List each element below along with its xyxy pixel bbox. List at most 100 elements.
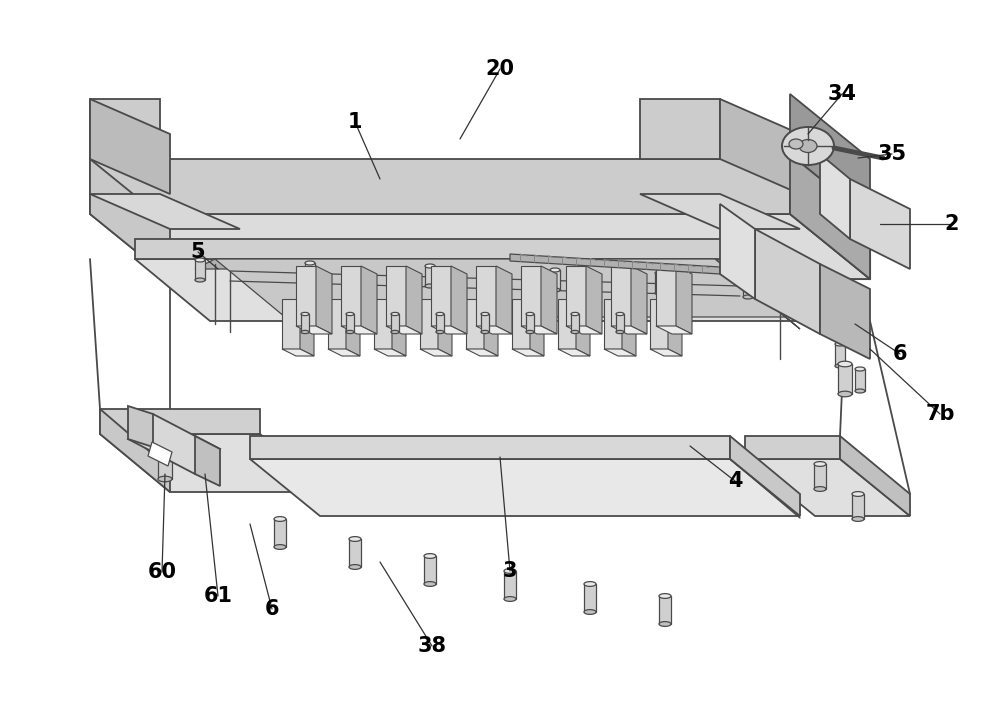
- Polygon shape: [526, 314, 534, 332]
- Text: 60: 60: [148, 562, 177, 582]
- Polygon shape: [558, 349, 590, 356]
- Ellipse shape: [436, 313, 444, 316]
- Polygon shape: [90, 194, 240, 229]
- Ellipse shape: [349, 537, 361, 541]
- Ellipse shape: [655, 291, 665, 295]
- Polygon shape: [604, 349, 636, 356]
- Polygon shape: [484, 299, 498, 356]
- Ellipse shape: [743, 275, 753, 279]
- Polygon shape: [170, 224, 870, 279]
- Text: 61: 61: [204, 586, 233, 606]
- Polygon shape: [100, 409, 170, 492]
- Ellipse shape: [391, 313, 399, 316]
- Polygon shape: [391, 314, 399, 332]
- Polygon shape: [745, 459, 910, 516]
- Ellipse shape: [584, 610, 596, 615]
- Polygon shape: [631, 266, 647, 334]
- Text: 1: 1: [348, 112, 362, 132]
- Polygon shape: [855, 369, 865, 391]
- Ellipse shape: [425, 264, 435, 268]
- Polygon shape: [374, 299, 392, 349]
- Polygon shape: [466, 299, 484, 349]
- Polygon shape: [215, 259, 785, 317]
- Ellipse shape: [571, 313, 579, 316]
- Ellipse shape: [782, 127, 834, 165]
- Polygon shape: [730, 436, 800, 516]
- Polygon shape: [720, 99, 800, 194]
- Ellipse shape: [852, 492, 864, 496]
- Ellipse shape: [346, 331, 354, 333]
- Polygon shape: [656, 266, 676, 326]
- Polygon shape: [676, 266, 692, 334]
- Ellipse shape: [571, 331, 579, 333]
- Polygon shape: [361, 266, 377, 334]
- Polygon shape: [720, 204, 755, 299]
- Ellipse shape: [799, 139, 817, 153]
- Polygon shape: [128, 414, 220, 474]
- Ellipse shape: [504, 568, 516, 573]
- Polygon shape: [770, 239, 845, 321]
- Polygon shape: [814, 464, 826, 489]
- Polygon shape: [604, 299, 622, 349]
- Polygon shape: [300, 299, 314, 356]
- Ellipse shape: [838, 391, 852, 397]
- Ellipse shape: [655, 271, 665, 275]
- Ellipse shape: [584, 582, 596, 586]
- Ellipse shape: [301, 331, 309, 333]
- Ellipse shape: [838, 361, 852, 367]
- Text: 7b: 7b: [925, 404, 955, 424]
- Polygon shape: [424, 556, 436, 584]
- Polygon shape: [611, 266, 631, 326]
- Ellipse shape: [855, 367, 865, 371]
- Polygon shape: [755, 229, 820, 334]
- Polygon shape: [305, 263, 315, 283]
- Polygon shape: [558, 299, 576, 349]
- Polygon shape: [346, 314, 354, 332]
- Polygon shape: [820, 154, 850, 239]
- Ellipse shape: [835, 364, 845, 368]
- Polygon shape: [90, 99, 170, 194]
- Polygon shape: [135, 259, 845, 321]
- Polygon shape: [282, 299, 300, 349]
- Polygon shape: [790, 94, 870, 219]
- Polygon shape: [852, 494, 864, 519]
- Polygon shape: [158, 449, 172, 479]
- Text: 38: 38: [418, 636, 447, 656]
- Text: 6: 6: [893, 344, 907, 364]
- Text: 2: 2: [945, 214, 959, 234]
- Polygon shape: [392, 299, 406, 356]
- Text: 3: 3: [503, 561, 517, 581]
- Polygon shape: [521, 266, 541, 326]
- Polygon shape: [250, 436, 730, 459]
- Polygon shape: [850, 179, 910, 269]
- Polygon shape: [820, 264, 870, 359]
- Ellipse shape: [659, 593, 671, 598]
- Polygon shape: [616, 314, 624, 332]
- Ellipse shape: [835, 342, 845, 346]
- Ellipse shape: [274, 545, 286, 549]
- Polygon shape: [100, 434, 330, 492]
- Ellipse shape: [425, 284, 435, 288]
- Polygon shape: [90, 214, 870, 279]
- Ellipse shape: [424, 582, 436, 586]
- Polygon shape: [715, 259, 800, 329]
- Polygon shape: [743, 277, 753, 297]
- Ellipse shape: [349, 565, 361, 569]
- Polygon shape: [650, 299, 668, 349]
- Polygon shape: [346, 299, 360, 356]
- Polygon shape: [622, 299, 636, 356]
- Ellipse shape: [195, 258, 205, 262]
- Polygon shape: [436, 314, 444, 332]
- Polygon shape: [584, 584, 596, 612]
- Polygon shape: [655, 273, 665, 293]
- Polygon shape: [512, 299, 530, 349]
- Polygon shape: [386, 266, 406, 326]
- Polygon shape: [386, 326, 422, 334]
- Polygon shape: [282, 349, 314, 356]
- Polygon shape: [481, 314, 489, 332]
- Polygon shape: [431, 266, 451, 326]
- Ellipse shape: [504, 597, 516, 601]
- Ellipse shape: [659, 622, 671, 626]
- Ellipse shape: [852, 517, 864, 521]
- Polygon shape: [790, 159, 870, 279]
